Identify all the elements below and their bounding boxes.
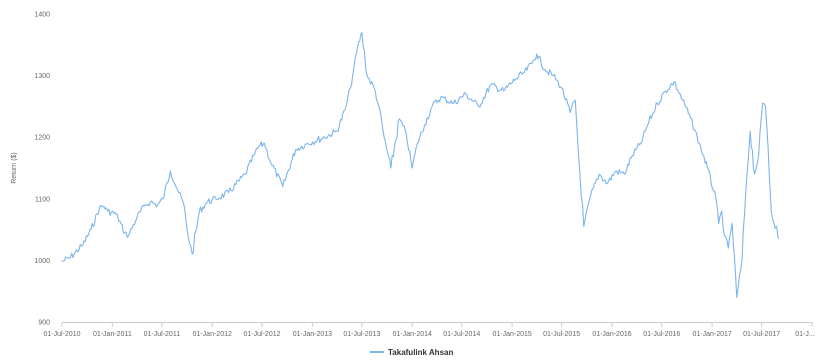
- x-tick-label: 01-Jul-2013: [343, 331, 380, 338]
- y-tick-label: 1300: [34, 73, 50, 80]
- x-tick-label: 01-Jan-2013: [293, 331, 332, 338]
- series-group: [61, 31, 780, 298]
- x-tick-label: 01-Jul-2016: [643, 331, 680, 338]
- x-tick-label: 01-Jan-2011: [93, 331, 132, 338]
- y-axis: 900 1000 1100 1200 1300 1400: [34, 12, 50, 327]
- y-tick-label: 1200: [34, 135, 50, 142]
- legend-series-label[interactable]: Takafulink Ahsan: [388, 348, 453, 357]
- x-tick-label: 01-J...: [795, 331, 815, 338]
- x-tick-label: 01-Jul-2017: [743, 331, 780, 338]
- x-axis: 01-Jul-2010 01-Jan-2011 01-Jul-2011 01-Jan-…: [44, 322, 815, 338]
- y-tick-label: 1400: [34, 12, 50, 19]
- x-tick-label: 01-Jan-2012: [193, 331, 232, 338]
- y-axis-title: Return ($): [11, 152, 18, 184]
- x-tick-label: 01-Jul-2015: [543, 331, 580, 338]
- x-tick-label: 01-Jul-2011: [144, 331, 181, 338]
- y-tick-label: 900: [38, 320, 50, 327]
- legend[interactable]: Takafulink Ahsan: [370, 348, 453, 357]
- x-tick-label: 01-Jan-2015: [492, 331, 531, 338]
- x-tick-label: 01-Jul-2012: [244, 331, 281, 338]
- x-tick-label: 01-Jul-2010: [44, 331, 81, 338]
- x-tick-label: 01-Jul-2014: [443, 331, 480, 338]
- series-line[interactable]: [61, 31, 780, 298]
- y-tick-label: 1100: [35, 196, 50, 203]
- x-tick-label: 01-Jan-2014: [393, 331, 432, 338]
- x-tick-label: 01-Jan-2017: [692, 331, 731, 338]
- x-tick-label: 01-Jan-2016: [592, 331, 631, 338]
- y-tick-label: 1000: [34, 258, 50, 265]
